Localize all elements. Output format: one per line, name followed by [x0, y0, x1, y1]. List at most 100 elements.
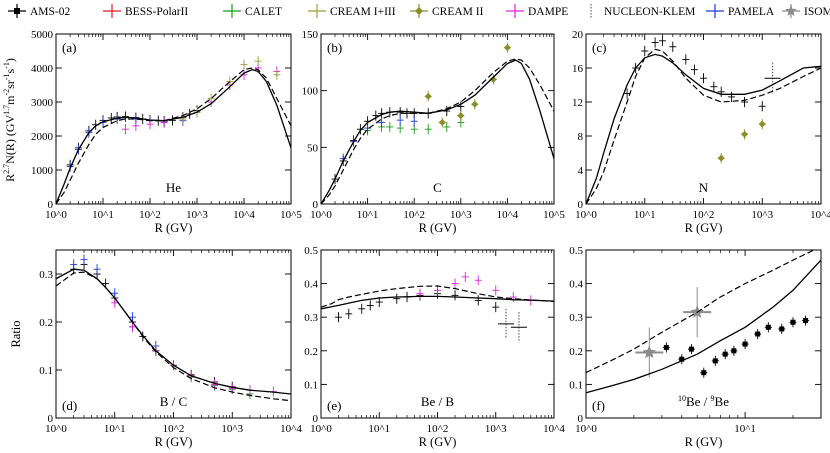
data-point [366, 300, 374, 311]
data-point [503, 42, 511, 53]
species-label: N [699, 180, 709, 195]
data-point [741, 96, 749, 108]
y-tick-label: 0.3 [569, 312, 583, 324]
y-tick-label: 0.4 [304, 279, 318, 291]
data-point [717, 86, 725, 97]
data-point [424, 124, 432, 135]
panel-label: (e) [327, 398, 341, 413]
x-axis-label: R (GV) [419, 221, 457, 235]
square-marker [731, 348, 737, 354]
y-tick-label: 8 [578, 131, 584, 143]
data-point [128, 312, 136, 323]
data-point [345, 308, 353, 319]
data-point [690, 64, 698, 75]
series-ams-02 [331, 101, 465, 185]
data-point [510, 312, 527, 343]
data-point [132, 120, 140, 131]
square-marker [712, 358, 718, 364]
data-point [700, 73, 707, 84]
square-marker [779, 326, 785, 332]
data-point [662, 342, 670, 353]
y-tick-label: 0 [313, 199, 319, 211]
y-tick-label: 12 [572, 97, 583, 109]
model-curve-solid [321, 59, 554, 204]
legend-label: DAMPE [528, 6, 568, 18]
diamond-marker [741, 130, 749, 138]
y-tick-label: 4000 [31, 63, 54, 75]
y-tick-label: 0.3 [304, 312, 318, 324]
plot-area [586, 35, 821, 204]
square-marker [765, 324, 771, 330]
y-tick-label: 0 [48, 413, 54, 425]
data-point [438, 117, 446, 128]
data-point [721, 349, 729, 360]
diamond-marker [758, 120, 766, 128]
data-point [687, 344, 695, 355]
model-curve-dashed [586, 48, 821, 204]
square-marker [701, 370, 707, 376]
x-tick-label: 10^3 [485, 423, 507, 435]
data-point [128, 321, 136, 332]
y-tick-label: 1000 [31, 165, 54, 177]
y-tick-label: 4 [578, 165, 584, 177]
y-tick-label: 0.3 [39, 269, 53, 281]
data-point [461, 271, 469, 282]
data-point [410, 116, 418, 127]
x-tick-label: 10^1 [92, 209, 114, 221]
data-point [107, 112, 115, 124]
plot-area [321, 271, 554, 343]
legend-marker-diamond [415, 7, 423, 15]
data-point [758, 119, 766, 130]
data-point [358, 303, 366, 314]
x-tick-label: 10^3 [751, 209, 773, 221]
series-ams-02 [66, 105, 201, 170]
x-tick-label: 10^5 [280, 209, 302, 221]
data-point [741, 129, 749, 140]
square-marker [803, 318, 809, 324]
axes-frame [55, 33, 292, 205]
square-marker [722, 351, 728, 357]
data-point [443, 121, 451, 133]
diamond-marker [717, 154, 725, 162]
y-tick-label: 100 [302, 86, 319, 98]
legend-entry-cream-i-iii: CREAM I+III [308, 4, 396, 18]
y-tick-label: 20 [572, 29, 584, 41]
panel-a: 10^0 10^1 10^2 10^3 10^4 10^5 0 1000 2000 3000 400… [31, 29, 302, 235]
y-axis-label-bottom: Ratio [9, 320, 23, 347]
x-axis-label: R (GV) [419, 435, 457, 449]
species-label: 10Be / 9Be [678, 394, 729, 409]
x-tick-label: 10^0 [575, 209, 597, 221]
y-tick-label: 0 [578, 413, 584, 425]
series-cream-ii [424, 42, 511, 128]
data-point [754, 328, 762, 340]
y-tick-label: 50 [307, 142, 319, 154]
legend-label: PAMELA [728, 6, 775, 18]
y-tick-label: 0 [313, 413, 319, 425]
y-tick-label: 150 [302, 29, 319, 41]
plot-area [586, 250, 821, 394]
legend-svg: AMS-02 BESS-PolarII CALET CREAM I+III CREAM … [8, 4, 830, 18]
data-point [641, 45, 649, 57]
legend-entry-pamela: PAMELA [706, 4, 775, 18]
legend-entry-nucleon-klem: NUCLEON-KLEM [590, 4, 695, 18]
data-point [457, 110, 465, 121]
model-curve-solid [56, 268, 291, 395]
plot-area [321, 42, 554, 204]
data-point [635, 327, 664, 378]
x-tick-label: 10^0 [45, 423, 67, 435]
data-point [717, 153, 725, 164]
x-tick-label: 10^0 [575, 423, 597, 435]
diamond-marker [457, 112, 465, 120]
square-marker [688, 346, 694, 352]
data-point [335, 312, 343, 323]
x-tick-label: 10^3 [221, 423, 243, 435]
x-tick-label: 10^4 [543, 423, 565, 435]
series-ams-02 [662, 315, 810, 378]
data-point [471, 99, 479, 110]
data-point [111, 288, 119, 299]
data-point [121, 124, 129, 135]
y-tick-label: 0.4 [569, 279, 583, 291]
y-tick-label: 0.1 [304, 379, 318, 391]
panel-b: 10^0 10^1 10^2 10^3 10^4 10^5 0 50 100 150 (b) C R (… [302, 29, 566, 235]
